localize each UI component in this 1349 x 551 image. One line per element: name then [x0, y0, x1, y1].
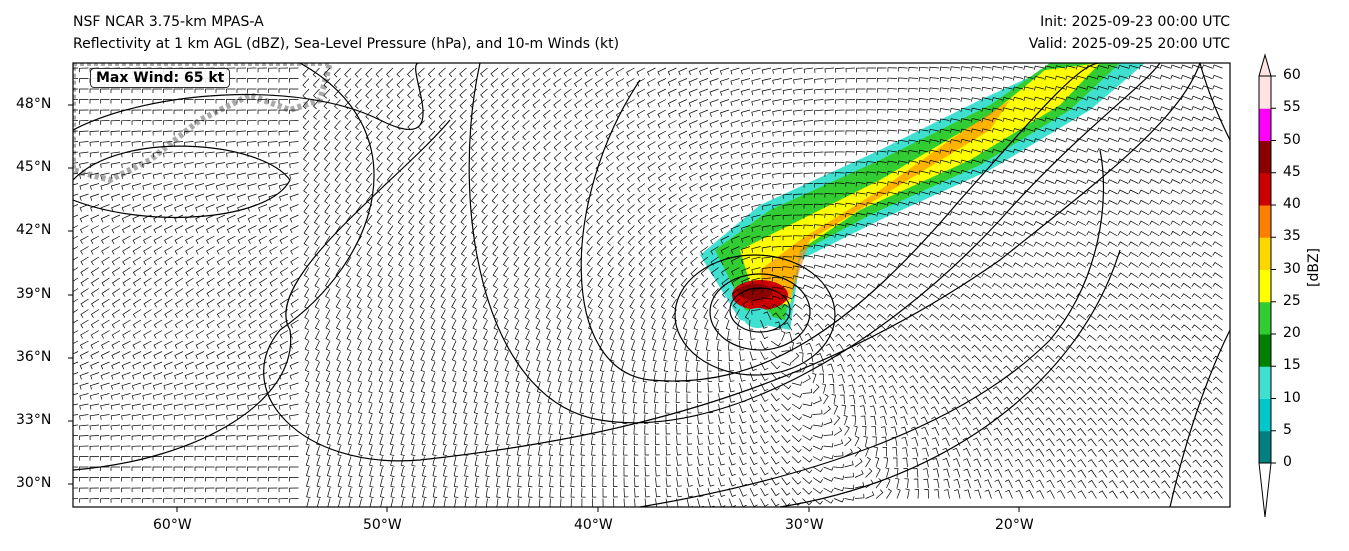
lat-tick: 30°N — [16, 475, 52, 491]
colorbar-segment — [1259, 108, 1271, 141]
colorbar-label: [dBZ] — [1306, 247, 1322, 287]
lat-tick: 33°N — [16, 412, 52, 428]
colorbar-tick-label: 50 — [1283, 131, 1301, 148]
colorbar-tick-label: 45 — [1283, 163, 1301, 180]
colorbar-segment — [1259, 76, 1271, 109]
colorbar-tick-label: 10 — [1283, 389, 1301, 406]
colorbar-tick-label: 40 — [1283, 196, 1301, 212]
colorbar-tick-label: 35 — [1283, 228, 1301, 245]
colorbar-segment — [1259, 140, 1271, 174]
lon-tick: 30°W — [785, 517, 824, 533]
lat-tick: 42°N — [16, 222, 52, 238]
axis-ticks — [68, 104, 1020, 512]
colorbar-segment — [1259, 237, 1271, 270]
title-fields: Reflectivity at 1 km AGL (dBZ), Sea-Leve… — [73, 36, 620, 52]
colorbar-tick-label: 20 — [1283, 325, 1301, 341]
wind-barbs — [73, 64, 1223, 507]
lat-tick: 39°N — [16, 286, 52, 302]
colorbar-tick-label: 0 — [1283, 454, 1292, 470]
lon-tick: 20°W — [995, 517, 1034, 533]
colorbar — [1258, 53, 1276, 518]
pressure-contours — [73, 63, 1230, 507]
colorbar-extend-max — [1258, 53, 1272, 77]
colorbar-tick-label: 15 — [1283, 357, 1301, 374]
colorbar-segment — [1259, 334, 1271, 367]
lat-tick: 48°N — [16, 96, 52, 112]
lon-tick: 40°W — [574, 517, 613, 533]
map-frame — [72, 62, 1231, 508]
colorbar-segment — [1259, 301, 1271, 335]
colorbar-tick-label: 55 — [1283, 99, 1301, 116]
colorbar-segment — [1259, 398, 1271, 432]
colorbar-extend-min — [1258, 462, 1272, 518]
colorbar-segment — [1259, 269, 1271, 303]
valid-time: Valid: 2025-09-25 20:00 UTC — [1028, 36, 1230, 52]
max-wind-box: Max Wind: 65 kt — [90, 68, 231, 88]
colorbar-tick-label: 60 — [1283, 67, 1301, 83]
colorbar-segment — [1259, 205, 1271, 238]
wind-barb-field — [73, 64, 1223, 507]
init-time: Init: 2025-09-23 00:00 UTC — [1040, 14, 1230, 30]
lon-tick: 50°W — [363, 517, 402, 533]
lat-tick: 36°N — [16, 349, 52, 365]
colorbar-segment — [1259, 430, 1271, 464]
colorbar-segment — [1259, 172, 1271, 206]
colorbar-tick-label: 5 — [1283, 421, 1292, 438]
lat-tick: 45°N — [16, 159, 52, 175]
colorbar-segment — [1259, 366, 1271, 399]
lon-tick: 60°W — [153, 517, 192, 533]
title-model: NSF NCAR 3.75-km MPAS-A — [73, 14, 264, 30]
colorbar-tick-label: 25 — [1283, 292, 1301, 309]
colorbar-tick-label: 30 — [1283, 260, 1301, 277]
